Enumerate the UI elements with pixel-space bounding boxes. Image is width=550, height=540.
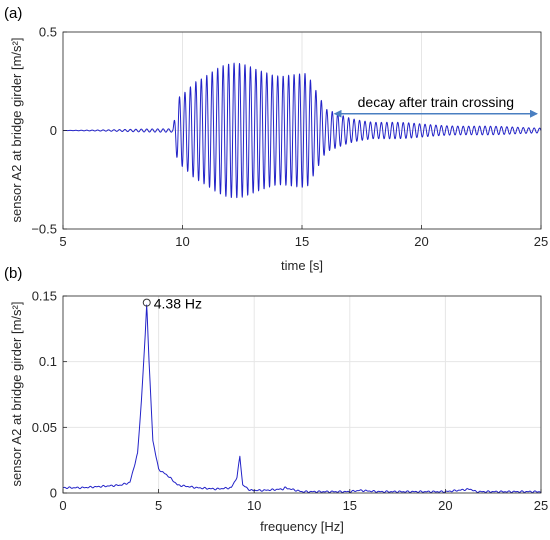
x-tick-label-b: 0 (59, 498, 66, 513)
decay-annotation: decay after train crossing (358, 94, 514, 110)
x-tick-label-b: 10 (247, 498, 261, 513)
spectrum-line (62, 304, 542, 494)
panel-b: (b) 0 5 10 15 20 25 0 0.05 0.1 0.15 4.38 Hz frequ… (4, 265, 548, 534)
x-tick-label-a: 5 (59, 234, 66, 249)
x-tick-label-b: 20 (438, 498, 452, 513)
panel-label-b: (b) (4, 265, 22, 282)
ticks-b: 0 5 10 15 20 25 0 0.05 0.1 0.15 (32, 289, 549, 514)
y-tick-label-b: 0.15 (32, 289, 57, 304)
panel-label-a: (a) (4, 5, 22, 22)
peak-annotation: 4.38 Hz (154, 296, 202, 312)
y-tick-label-a: 0 (50, 123, 57, 138)
x-tick-label-a: 10 (175, 234, 189, 249)
y-tick-label-b: 0 (50, 486, 57, 501)
y-tick-label-a: −0.5 (31, 222, 57, 237)
x-tick-label-b: 15 (343, 498, 357, 513)
ticks-a: 5 10 15 20 25 −0.5 0 0.5 (31, 25, 548, 250)
x-axis-label-b: frequency [Hz] (260, 519, 344, 534)
x-axis-label-a: time [s] (281, 258, 323, 273)
x-tick-label-b: 25 (534, 498, 548, 513)
panel-a: (a) 5 10 15 20 25 −0.5 0 0.5 decay after train … (4, 5, 548, 273)
x-tick-label-a: 20 (414, 234, 428, 249)
y-tick-label-a: 0.5 (39, 25, 57, 40)
y-axis-label-a: sensor A2 at bridge girder [m/s²] (9, 38, 24, 223)
y-axis-label-b: sensor A2 at bridge girder [m/s²] (9, 302, 24, 487)
peak-marker (142, 298, 151, 307)
x-tick-label-a: 15 (295, 234, 309, 249)
y-tick-label-b: 0.1 (39, 354, 57, 369)
x-tick-label-a: 25 (534, 234, 548, 249)
y-tick-label-b: 0.05 (32, 420, 57, 435)
plot-frame-b (62, 295, 542, 494)
plot-area-b (63, 296, 541, 493)
time-series-line (62, 62, 542, 199)
x-tick-label-b: 5 (155, 498, 162, 513)
